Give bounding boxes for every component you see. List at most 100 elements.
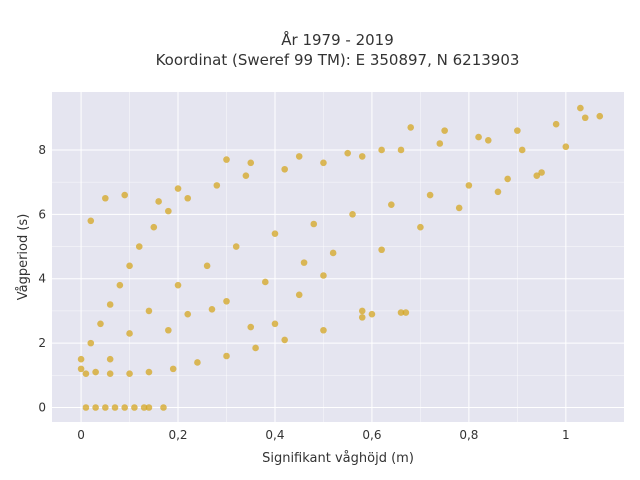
x-axis-title: Signifikant våghöjd (m) bbox=[262, 451, 414, 466]
data-point bbox=[184, 194, 192, 202]
y-tick-label: 2 bbox=[38, 336, 46, 350]
data-point bbox=[436, 140, 444, 147]
data-point bbox=[92, 404, 99, 411]
x-tick-label: 0,4 bbox=[265, 428, 284, 442]
data-point bbox=[596, 112, 604, 120]
x-tick-label: 1 bbox=[562, 428, 570, 442]
data-point bbox=[121, 191, 129, 199]
data-point bbox=[145, 368, 153, 376]
y-tick-label: 6 bbox=[38, 207, 46, 221]
data-point bbox=[426, 191, 434, 199]
data-point bbox=[174, 281, 182, 289]
x-tick-label: 0,8 bbox=[459, 428, 478, 442]
data-point bbox=[402, 309, 410, 316]
data-point bbox=[203, 262, 211, 270]
data-point bbox=[252, 344, 259, 352]
data-point bbox=[261, 278, 269, 286]
data-point bbox=[407, 124, 415, 131]
data-point bbox=[368, 310, 376, 318]
chart-title: År 1979 - 2019 Koordinat (Sweref 99 TM):… bbox=[0, 30, 640, 70]
data-point bbox=[378, 246, 385, 254]
data-point bbox=[484, 136, 492, 144]
data-point bbox=[388, 201, 395, 208]
data-point bbox=[397, 309, 405, 316]
data-point bbox=[441, 127, 448, 134]
data-point bbox=[194, 359, 201, 366]
data-point bbox=[358, 307, 366, 315]
data-point bbox=[514, 127, 521, 134]
data-point bbox=[358, 153, 366, 160]
data-point bbox=[165, 207, 172, 215]
y-tick-label: 0 bbox=[38, 401, 46, 415]
data-point bbox=[378, 146, 385, 154]
data-point bbox=[271, 320, 279, 328]
data-point bbox=[320, 272, 327, 279]
data-point bbox=[295, 153, 303, 160]
data-point bbox=[465, 182, 473, 189]
plot-background bbox=[52, 92, 624, 422]
data-point bbox=[150, 223, 158, 231]
data-point bbox=[155, 198, 162, 205]
data-point bbox=[126, 262, 133, 270]
data-point bbox=[77, 355, 85, 363]
data-point bbox=[213, 182, 221, 189]
data-point bbox=[320, 159, 327, 167]
title-line-2: Koordinat (Sweref 99 TM): E 350897, N 62… bbox=[155, 51, 520, 69]
data-point bbox=[121, 404, 129, 411]
data-point bbox=[329, 249, 337, 257]
data-point bbox=[145, 307, 153, 315]
data-points bbox=[77, 104, 604, 411]
data-point bbox=[232, 243, 240, 250]
data-point bbox=[223, 352, 230, 360]
data-point bbox=[126, 330, 133, 337]
data-point bbox=[397, 146, 405, 154]
data-point bbox=[518, 146, 526, 154]
y-tick-labels: 0 2 4 6 8 bbox=[38, 143, 46, 415]
data-point bbox=[102, 194, 109, 202]
data-point bbox=[160, 404, 167, 411]
data-point bbox=[97, 320, 104, 328]
data-point bbox=[310, 220, 318, 228]
data-point bbox=[87, 339, 95, 347]
data-point bbox=[116, 281, 124, 289]
data-point bbox=[320, 326, 327, 334]
x-tick-label: 0,6 bbox=[362, 428, 381, 442]
data-point bbox=[135, 243, 143, 250]
data-point bbox=[140, 404, 148, 411]
data-point bbox=[87, 217, 95, 225]
data-point bbox=[552, 120, 560, 128]
data-point bbox=[184, 310, 192, 318]
data-point bbox=[126, 370, 133, 378]
x-tick-label: 0 bbox=[77, 428, 85, 442]
data-point bbox=[106, 301, 114, 308]
data-point bbox=[504, 175, 511, 183]
data-point bbox=[106, 355, 114, 363]
data-point bbox=[106, 370, 114, 378]
data-point bbox=[475, 133, 482, 141]
data-point bbox=[271, 230, 279, 237]
data-point bbox=[242, 172, 250, 180]
data-point bbox=[174, 185, 182, 192]
data-point bbox=[344, 149, 351, 157]
data-point bbox=[417, 223, 424, 231]
data-point bbox=[208, 306, 216, 313]
data-point bbox=[92, 368, 99, 376]
data-point bbox=[349, 211, 356, 218]
data-point bbox=[247, 159, 255, 167]
data-point bbox=[145, 404, 153, 411]
data-point bbox=[165, 326, 172, 334]
data-point bbox=[562, 143, 570, 151]
data-point bbox=[295, 291, 303, 299]
data-point bbox=[300, 259, 308, 266]
data-point bbox=[581, 114, 589, 122]
y-tick-label: 4 bbox=[38, 272, 46, 286]
data-point bbox=[247, 323, 255, 331]
y-tick-label: 8 bbox=[38, 143, 46, 157]
data-point bbox=[533, 172, 541, 180]
data-point bbox=[538, 169, 545, 176]
data-point bbox=[281, 165, 288, 173]
data-point bbox=[131, 404, 138, 411]
data-point bbox=[223, 297, 230, 305]
data-point bbox=[577, 104, 584, 112]
